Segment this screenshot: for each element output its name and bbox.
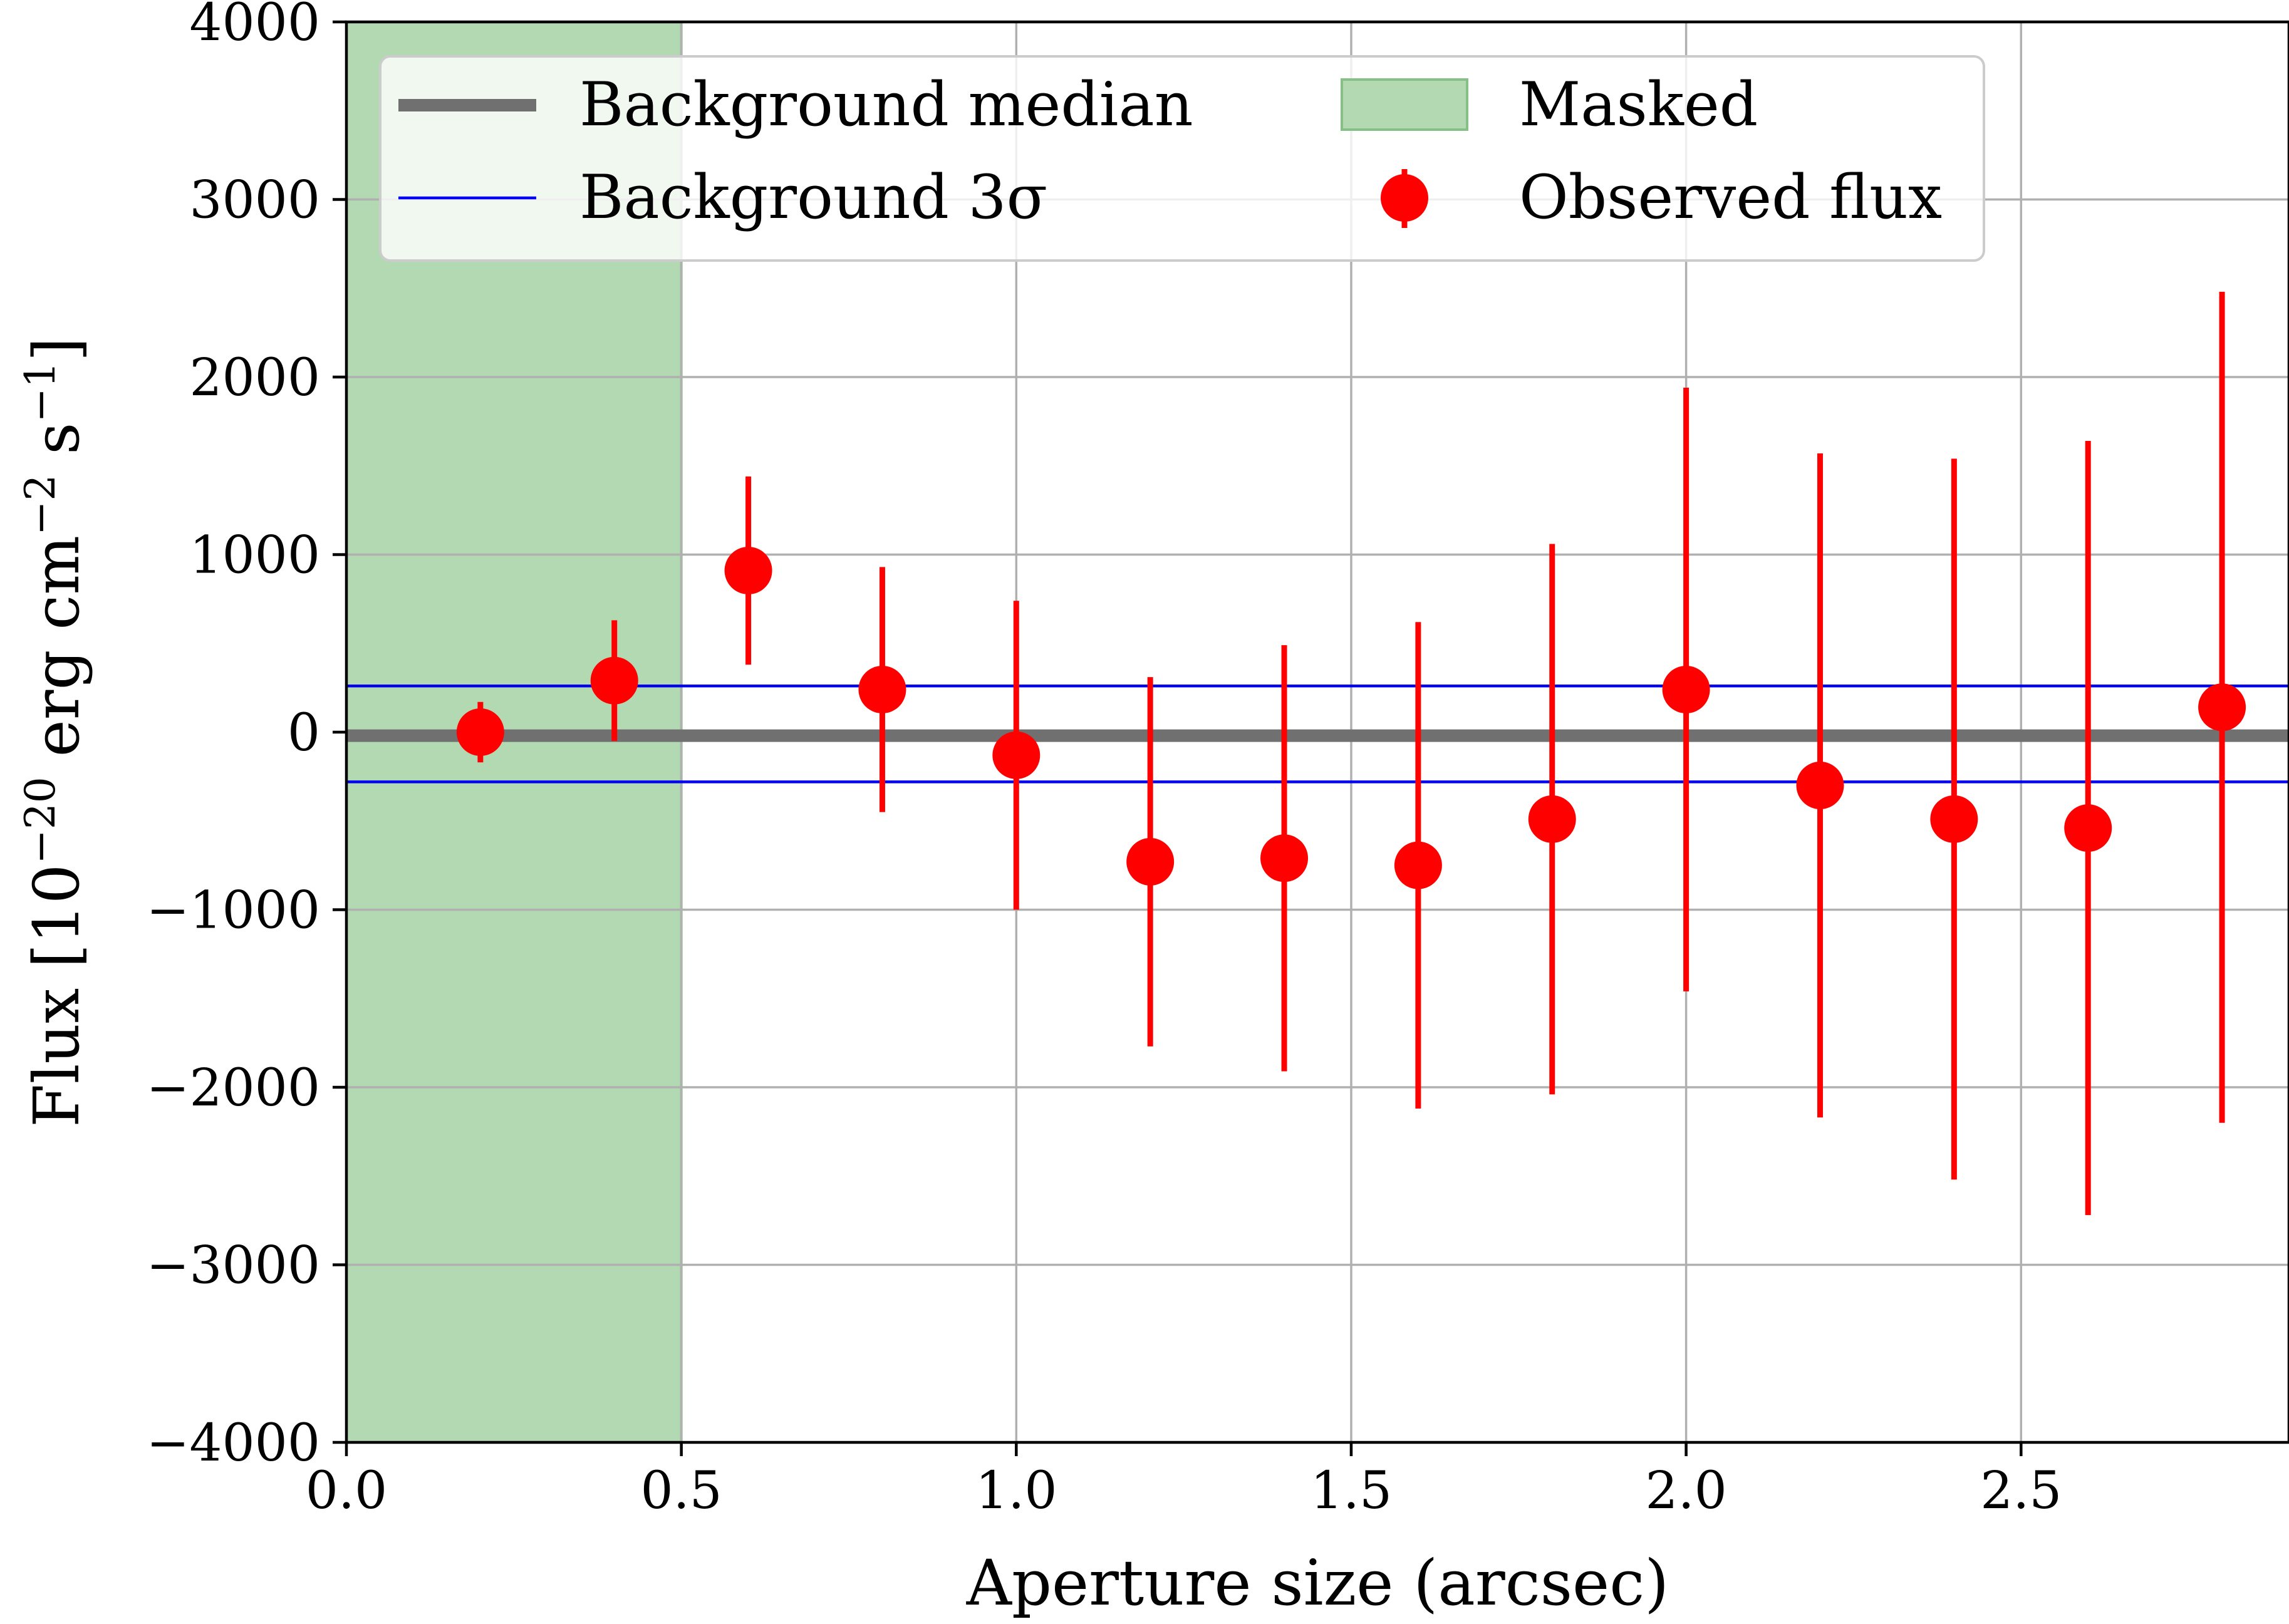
legend-observed-flux-label: Observed flux <box>1519 162 1942 232</box>
data-point <box>1126 677 1175 1047</box>
flux-marker <box>456 708 504 756</box>
y-axis-title-part2: erg cm <box>20 535 93 777</box>
data-point <box>1394 622 1442 1109</box>
flux-marker <box>1930 795 1978 843</box>
data-point <box>1796 453 1844 1118</box>
y-tick-label: −3000 <box>147 1236 320 1296</box>
x-axis-title: Aperture size (arcsec) <box>966 1546 1669 1620</box>
legend-observed-flux-swatch <box>1381 169 1428 228</box>
y-axis: 4000 3000 2000 1000 0 −1000 −2000 −3000 −4000 <box>147 0 346 1473</box>
legend-background-median-label: Background median <box>579 70 1193 140</box>
observed-flux-series <box>456 291 2246 1216</box>
y-axis-title-close: ] <box>20 337 93 361</box>
flux-marker <box>2198 683 2246 732</box>
legend-marker <box>1381 174 1428 222</box>
data-point <box>1662 388 1710 991</box>
y-axis-title-sup1: −20 <box>16 777 65 864</box>
data-point <box>2064 441 2112 1216</box>
data-point <box>1528 544 1576 1095</box>
y-tick-label: 3000 <box>189 171 320 230</box>
y-tick-label: 2000 <box>189 348 320 408</box>
y-tick-label: −4000 <box>147 1414 320 1473</box>
x-tick-label: 0.5 <box>640 1461 722 1521</box>
legend-background-3sigma-label: Background 3σ <box>579 162 1047 232</box>
legend: Background median Background 3σ Masked O… <box>379 55 1985 262</box>
legend-masked-label: Masked <box>1519 70 1758 140</box>
y-axis-title-part3: s <box>20 422 93 474</box>
x-axis: 0.0 0.5 1.0 1.5 2.0 2.5 <box>306 1442 2062 1521</box>
x-tick-label: 2.5 <box>1980 1461 2062 1521</box>
x-tick-label: 1.5 <box>1311 1461 1392 1521</box>
data-point <box>1930 458 1978 1180</box>
flux-marker <box>1126 837 1175 886</box>
legend-masked-swatch <box>1341 78 1468 131</box>
flux-marker <box>858 665 906 713</box>
data-point <box>456 701 504 763</box>
y-tick-label: 1000 <box>189 526 320 586</box>
flux-marker <box>724 547 772 595</box>
y-tick-label: −1000 <box>147 881 320 941</box>
flux-marker <box>1528 795 1576 843</box>
data-point <box>858 567 906 812</box>
y-tick-label: 0 <box>288 703 320 763</box>
flux-marker <box>1662 665 1710 713</box>
x-tick-label: 2.0 <box>1645 1461 1726 1521</box>
data-point <box>2198 291 2246 1123</box>
y-axis-title-sup3: −1 <box>16 361 65 422</box>
y-axis-title-main: Flux [10 <box>20 864 93 1127</box>
y-axis-title-sup2: −2 <box>16 475 65 535</box>
flux-marker <box>590 656 638 705</box>
flux-marker <box>1796 762 1844 810</box>
data-point <box>724 476 772 665</box>
data-point <box>590 620 638 742</box>
y-axis-title: Flux [10−20 erg cm−2 s−1] <box>16 337 93 1127</box>
flux-marker <box>992 731 1041 779</box>
x-tick-label: 0.0 <box>306 1461 387 1521</box>
data-point <box>1260 645 1309 1072</box>
x-tick-label: 1.0 <box>975 1461 1057 1521</box>
y-tick-label: 4000 <box>189 0 320 53</box>
flux-marker <box>1394 841 1442 889</box>
flux-marker <box>2064 804 2112 852</box>
legend-box <box>379 55 1985 262</box>
flux-marker <box>1260 834 1309 882</box>
y-tick-label: −2000 <box>147 1058 320 1118</box>
data-point <box>992 601 1041 910</box>
